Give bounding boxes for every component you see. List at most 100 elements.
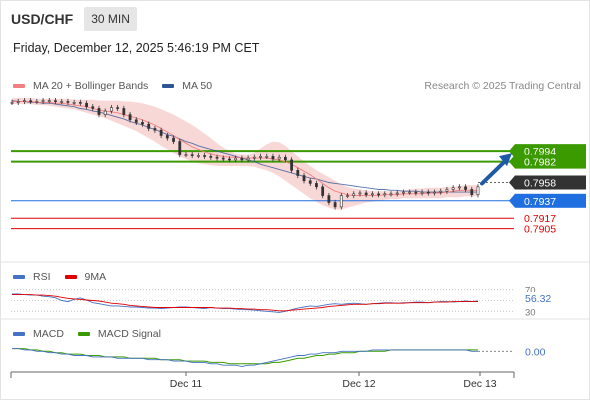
price-level-tag bbox=[515, 154, 586, 169]
legend-swatch bbox=[13, 84, 25, 88]
candle-body bbox=[271, 156, 275, 160]
candle-body bbox=[420, 191, 424, 194]
legend-swatch bbox=[162, 84, 175, 88]
candle-body bbox=[91, 106, 95, 109]
x-axis-tick-label: Dec 11 bbox=[170, 378, 203, 390]
candle-body bbox=[389, 193, 393, 196]
candle-body bbox=[321, 186, 325, 196]
macd-value-label: 0.00 bbox=[525, 346, 546, 358]
candle-body bbox=[377, 193, 380, 196]
price-level-label: 0.7905 bbox=[524, 224, 556, 236]
price-level-label: 0.7958 bbox=[524, 178, 556, 190]
candle-body bbox=[16, 101, 20, 103]
candle-body bbox=[383, 193, 387, 196]
symbol-label: USD/CHF bbox=[11, 11, 74, 27]
candle-body bbox=[103, 110, 107, 115]
candle-body bbox=[290, 159, 294, 171]
candle-body bbox=[352, 193, 356, 196]
candle-body bbox=[203, 155, 207, 157]
candle-body bbox=[283, 156, 287, 161]
candle-body bbox=[308, 180, 312, 184]
candle-body bbox=[408, 191, 412, 194]
candle-body bbox=[395, 192, 399, 195]
candle-body bbox=[246, 157, 250, 161]
x-axis-tick-label: Dec 12 bbox=[342, 378, 375, 390]
price-level-tag bbox=[515, 175, 586, 190]
candle-body bbox=[240, 157, 244, 161]
candle-body bbox=[110, 107, 113, 112]
candle-body bbox=[470, 189, 474, 195]
candle-body bbox=[23, 100, 26, 102]
candle-body bbox=[116, 107, 120, 109]
candle-body bbox=[327, 195, 331, 203]
candle-body bbox=[234, 157, 238, 161]
ma20-line bbox=[12, 101, 478, 197]
legend-item-macd: MACD bbox=[13, 328, 64, 340]
candle-body bbox=[134, 119, 138, 123]
candle-body bbox=[197, 155, 200, 157]
candle-body bbox=[215, 156, 219, 159]
candle-body bbox=[277, 156, 281, 160]
credit-label: Research © 2025 Trading Central bbox=[424, 80, 581, 92]
legend-label: MACD bbox=[33, 328, 64, 340]
candle-body bbox=[346, 195, 349, 197]
legend-label: MACD Signal bbox=[97, 328, 161, 340]
legend-swatch bbox=[13, 332, 25, 336]
timeframe-badge[interactable]: 30 MIN bbox=[84, 7, 137, 31]
price-level-tag bbox=[515, 193, 586, 208]
candle-body bbox=[60, 101, 64, 103]
candle-body bbox=[221, 157, 225, 160]
candle-body bbox=[72, 102, 76, 104]
legend-item-ma20: MA 20 + Bollinger Bands bbox=[13, 80, 148, 92]
macd-signal-line bbox=[12, 348, 478, 365]
candle-body bbox=[10, 102, 14, 104]
candle-body bbox=[265, 156, 269, 158]
legend-item-rsi: RSI bbox=[13, 271, 51, 283]
price-level-tag-pointer bbox=[509, 175, 515, 190]
candle-body bbox=[178, 141, 182, 155]
candle-body bbox=[209, 156, 213, 158]
candle-body bbox=[402, 191, 405, 194]
legend-swatch bbox=[64, 275, 77, 279]
candle-body bbox=[97, 108, 101, 115]
candle-body bbox=[78, 102, 82, 104]
candle-body bbox=[339, 195, 343, 208]
chart-header: USD/CHF 30 MIN bbox=[11, 7, 137, 31]
candle-body bbox=[85, 102, 88, 108]
macd-line bbox=[12, 348, 478, 368]
legend-label: 9MA bbox=[84, 271, 107, 283]
candle-body bbox=[358, 192, 362, 195]
legend-item-ma50: MA 50 bbox=[162, 80, 212, 92]
candle-body bbox=[172, 137, 175, 142]
price-level-label: 0.7937 bbox=[524, 196, 556, 208]
candle-body bbox=[433, 191, 436, 194]
candle-body bbox=[190, 154, 194, 156]
candle-body bbox=[122, 108, 126, 115]
x-axis-tick-label: Dec 13 bbox=[463, 378, 496, 390]
target-arrow-head bbox=[499, 153, 512, 167]
candle-body bbox=[439, 190, 443, 193]
candle-body bbox=[457, 186, 461, 189]
macd-legend: MACD MACD Signal bbox=[13, 328, 175, 340]
candle-body bbox=[296, 170, 300, 176]
candle-body bbox=[302, 175, 306, 182]
candle-body bbox=[66, 101, 70, 103]
rsi-tick-label: 70 bbox=[525, 286, 536, 297]
candle-body bbox=[451, 187, 455, 190]
candle-body bbox=[370, 193, 374, 196]
bollinger-band bbox=[12, 98, 478, 210]
candle-body bbox=[184, 154, 188, 156]
price-level-tag-pointer bbox=[509, 144, 515, 159]
candle-body bbox=[141, 122, 144, 125]
legend-label: MA 50 bbox=[182, 80, 213, 92]
price-level-label: 0.7917 bbox=[524, 213, 556, 225]
candle-body bbox=[147, 123, 151, 129]
legend-swatch bbox=[77, 332, 90, 336]
ma50-line bbox=[11, 100, 478, 193]
candle-body bbox=[128, 114, 132, 121]
rsi-value-label: 56.32 bbox=[525, 293, 551, 305]
price-legend: MA 20 + Bollinger Bands MA 50 bbox=[13, 80, 226, 92]
candle-body bbox=[47, 100, 51, 102]
legend-label: MA 20 + Bollinger Bands bbox=[33, 80, 149, 92]
candle-body bbox=[35, 101, 39, 103]
